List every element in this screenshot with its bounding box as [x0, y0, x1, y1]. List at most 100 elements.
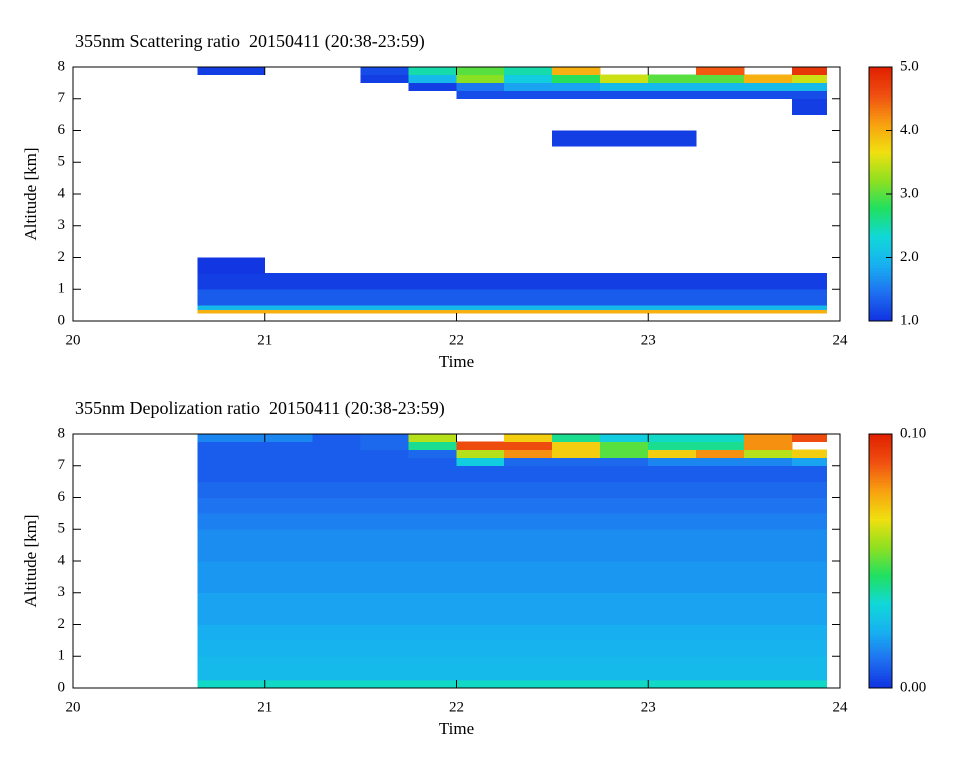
heatmap-cell: [648, 449, 697, 459]
colorbar-step: [869, 604, 892, 608]
colorbar-step: [869, 454, 892, 458]
colorbar-step: [869, 685, 892, 689]
heatmap-cell: [264, 441, 313, 451]
colorbar-step: [869, 252, 892, 256]
heatmap-cell: [695, 679, 745, 689]
heatmap-cell: [552, 481, 601, 498]
heatmap-cell: [408, 441, 457, 451]
heatmap-cell: [197, 497, 265, 514]
colorbar-step: [869, 665, 892, 669]
colorbar-step: [869, 649, 892, 653]
colorbar-step: [869, 540, 892, 544]
colorbar-step: [869, 446, 892, 450]
heatmap-cell: [264, 497, 313, 514]
colorbar-step: [869, 262, 892, 266]
colorbar-step: [869, 209, 892, 213]
colorbar-step: [869, 112, 892, 116]
colorbar-step: [869, 578, 892, 582]
colorbar-step: [869, 300, 892, 304]
x-tick-label: 23: [641, 332, 656, 348]
colorbar-step: [869, 130, 892, 134]
heatmap-cell: [648, 560, 697, 593]
colorbar-step: [869, 176, 892, 180]
heatmap-cell: [504, 304, 553, 311]
colorbar-step: [869, 627, 892, 631]
y-tick-label: 7: [58, 457, 66, 473]
heatmap-cell: [791, 98, 827, 115]
heatmap-cell: [312, 679, 361, 689]
heatmap-cell: [264, 560, 313, 593]
colorbar-frame: [868, 433, 893, 689]
x-axis-label: Time: [439, 719, 474, 738]
heatmap-cell: [360, 304, 409, 311]
colorbar-step: [869, 434, 892, 438]
heatmap-cell: [552, 433, 601, 443]
colorbar-step: [869, 548, 892, 552]
heatmap-cell: [600, 679, 649, 689]
heatmap-cell: [695, 656, 745, 673]
colorbar-step: [869, 591, 892, 595]
heatmap-cell: [600, 513, 649, 530]
heatmap-cell: [408, 624, 457, 641]
heatmap-cell: [743, 74, 793, 84]
colorbar-step: [869, 464, 892, 468]
heatmap-cell: [743, 90, 793, 99]
heatmap-cell: [600, 449, 649, 459]
colorbar-step: [869, 138, 892, 142]
colorbar-step: [869, 97, 892, 101]
colorbar-step: [869, 512, 892, 516]
colorbar-step: [869, 247, 892, 251]
colorbar-step: [869, 535, 892, 539]
heatmap-cell: [695, 433, 745, 443]
colorbar-step: [869, 77, 892, 81]
heatmap-cell: [408, 74, 457, 84]
heatmap-cell: [504, 90, 553, 99]
heatmap-cell: [695, 465, 745, 482]
heatmap-cell: [264, 449, 313, 459]
colorbar-step: [869, 657, 892, 661]
colorbar-step: [869, 619, 892, 623]
heatmap-cell: [504, 676, 553, 681]
heatmap-cell: [360, 441, 409, 451]
colorbar-step: [869, 201, 892, 205]
colorbar-step: [869, 441, 892, 445]
heatmap-cell: [552, 560, 601, 593]
heatmap-cell: [312, 640, 361, 657]
colorbar-step: [869, 168, 892, 172]
heatmap-cell: [312, 441, 361, 451]
heatmap-cell: [743, 441, 793, 451]
heatmap-cell: [408, 82, 457, 92]
heatmap-cell: [456, 481, 505, 498]
heatmap-cell: [695, 592, 745, 625]
heatmap-cell: [312, 513, 361, 530]
colorbar-step: [869, 596, 892, 600]
colorbar-step: [869, 229, 892, 233]
colorbar-step: [869, 581, 892, 585]
heatmap-cell: [504, 624, 553, 641]
heatmap-cell: [648, 671, 697, 678]
heatmap-cell: [743, 465, 793, 482]
heatmap-cell: [312, 497, 361, 514]
heatmap-cell: [504, 449, 553, 459]
colorbar-step: [869, 489, 892, 493]
heatmap-cell: [695, 513, 745, 530]
heatmap-cell: [791, 497, 827, 514]
colorbar-step: [869, 599, 892, 603]
x-tick-label: 23: [641, 699, 656, 715]
colorbar-step: [869, 561, 892, 565]
heatmap-cell: [791, 513, 827, 530]
heatmap-cell: [504, 289, 553, 306]
heatmap-cell: [408, 481, 457, 498]
colorbar-tick-label: 3.0: [900, 185, 919, 201]
colorbar-step: [869, 642, 892, 646]
colorbar-step: [869, 145, 892, 149]
colorbar-step: [869, 315, 892, 319]
heatmap-cell: [552, 676, 601, 681]
heatmap-cell: [695, 497, 745, 514]
colorbar-step: [869, 616, 892, 620]
colorbar-step: [869, 285, 892, 289]
heatmap-cell: [197, 433, 265, 443]
colorbar-step: [869, 573, 892, 577]
heatmap-cell: [600, 592, 649, 625]
heatmap-cell: [552, 592, 601, 625]
